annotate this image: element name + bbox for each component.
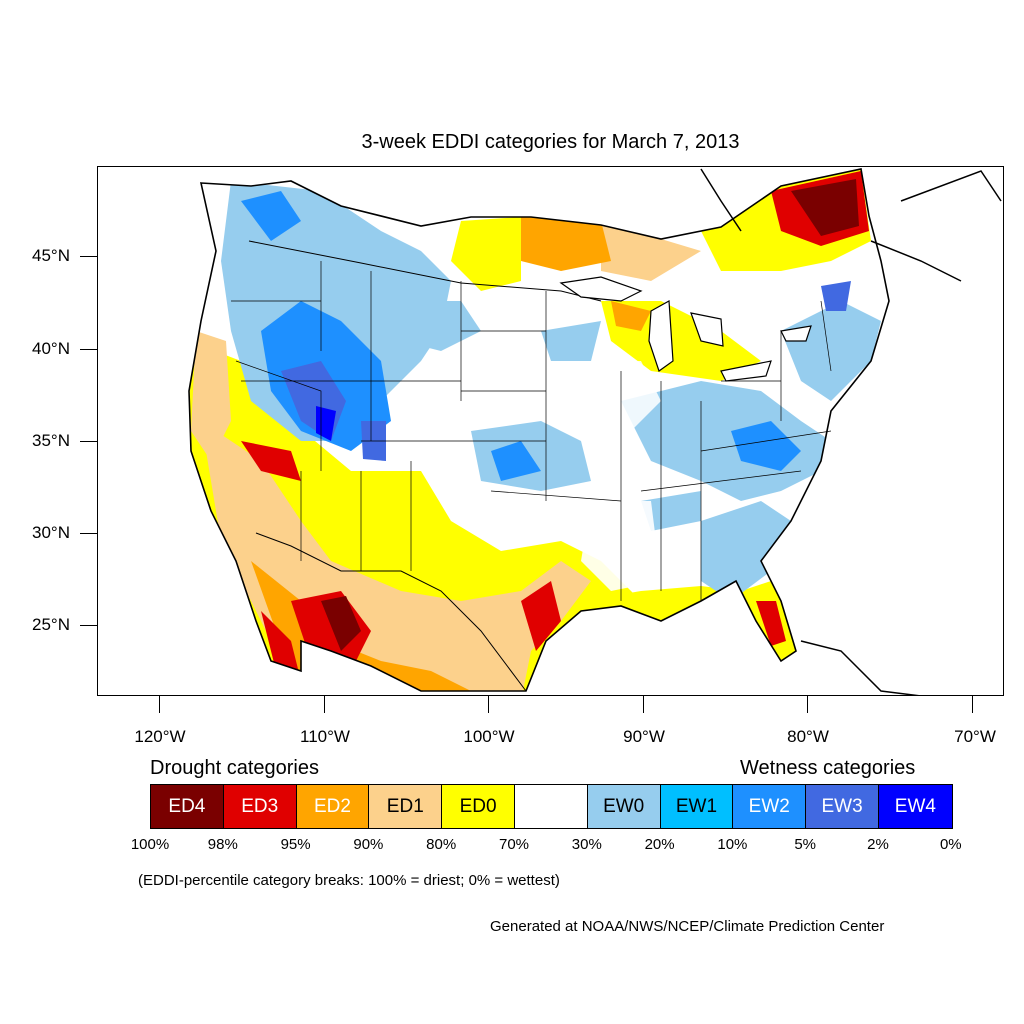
lat-tick bbox=[80, 256, 97, 257]
legend-break-label: 5% bbox=[794, 836, 817, 853]
lat-label-30: 30°N bbox=[32, 523, 70, 542]
lon-label-80: 80°W bbox=[787, 727, 829, 746]
lat-tick bbox=[80, 441, 97, 442]
legend-box-ew3: EW3 bbox=[806, 785, 879, 828]
legend-box-ew4: EW4 bbox=[878, 785, 952, 828]
legend-box-ew0: EW0 bbox=[587, 785, 661, 828]
lat-tick bbox=[80, 625, 97, 626]
legend-break-label: 30% bbox=[571, 836, 602, 853]
lat-tick bbox=[80, 349, 97, 350]
wetness-heading: Wetness categories bbox=[740, 757, 916, 779]
drought-heading: Drought categories bbox=[150, 757, 319, 779]
lon-tick bbox=[159, 696, 160, 713]
legend-break-label: 98% bbox=[207, 836, 238, 853]
lon-tick bbox=[643, 696, 644, 713]
map-panel bbox=[97, 166, 1004, 696]
legend-break-label: 95% bbox=[280, 836, 311, 853]
lon-tick bbox=[807, 696, 808, 713]
credit-line: Generated at NOAA/NWS/NCEP/Climate Predi… bbox=[490, 918, 885, 935]
legend-box-ed3: ED3 bbox=[223, 785, 297, 828]
legend-box-ed2: ED2 bbox=[296, 785, 370, 828]
lon-tick bbox=[488, 696, 489, 713]
legend-break-label: 80% bbox=[426, 836, 457, 853]
legend-break-label: 70% bbox=[498, 836, 530, 853]
legend-break-label: 20% bbox=[644, 836, 675, 853]
legend-box-normal bbox=[514, 785, 588, 828]
legend-bar: ED4 ED3 ED2 ED1 ED0 EW0 EW1 EW2 EW3 EW4 bbox=[150, 784, 953, 829]
legend-box-ew2: EW2 bbox=[733, 785, 807, 828]
lon-label-90: 90°W bbox=[623, 727, 665, 746]
lat-label-25: 25°N bbox=[32, 615, 70, 634]
legend-break-label: 100% bbox=[130, 836, 170, 853]
legend-break-label: 90% bbox=[353, 836, 384, 853]
lon-tick bbox=[324, 696, 325, 713]
lon-label-120: 120°W bbox=[134, 727, 186, 746]
lon-label-70: 70°W bbox=[954, 727, 996, 746]
category-note: (EDDI-percentile category breaks: 100% =… bbox=[138, 872, 560, 889]
legend-box-ed4: ED4 bbox=[151, 785, 224, 828]
legend-break-label: 10% bbox=[717, 836, 748, 853]
legend-break-label: 0% bbox=[939, 836, 962, 853]
legend-box-ed1: ED1 bbox=[369, 785, 443, 828]
lat-label-35: 35°N bbox=[32, 431, 70, 450]
map-title: 3-week EDDI categories for March 7, 2013 bbox=[361, 131, 740, 153]
lat-tick bbox=[80, 533, 97, 534]
lat-label-40: 40°N bbox=[32, 339, 70, 358]
lon-label-110: 110°W bbox=[300, 727, 350, 746]
lon-tick bbox=[972, 696, 973, 713]
lat-label-45: 45°N bbox=[32, 246, 70, 265]
lon-label-100: 100°W bbox=[463, 727, 515, 746]
legend-break-label: 2% bbox=[867, 836, 889, 853]
eddi-map bbox=[188, 168, 1002, 695]
legend-box-ew1: EW1 bbox=[660, 785, 734, 828]
legend-box-ed0: ED0 bbox=[442, 785, 515, 828]
